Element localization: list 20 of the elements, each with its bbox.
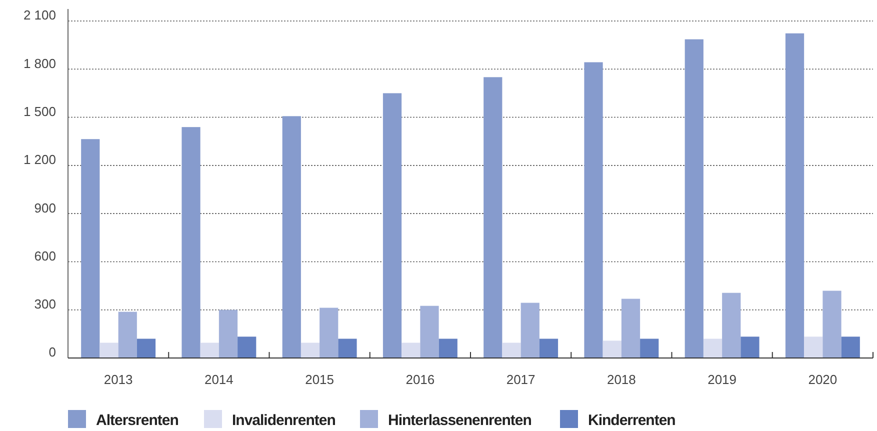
y-tick-label: 1 800 [23, 56, 56, 71]
y-tick-label: 2 100 [23, 8, 56, 23]
legend-label: Altersrenten [96, 412, 179, 429]
y-tick-label: 600 [34, 248, 56, 264]
y-tick-label: 1 500 [23, 104, 56, 119]
x-tick-label: 2019 [708, 372, 737, 387]
x-tick-label: 2015 [305, 372, 334, 387]
x-tick-label: 2017 [506, 372, 536, 387]
y-tick-label: 300 [34, 296, 56, 312]
y-tick-label: 0 [48, 344, 56, 360]
legend-label: Kinderrenten [588, 412, 676, 429]
legend-label: Hinterlassenenrenten [388, 412, 532, 429]
x-tick-label: 2014 [204, 372, 234, 387]
y-tick-label: 900 [34, 200, 56, 216]
x-tick-label: 2016 [406, 372, 435, 387]
y-tick-label: 1 200 [23, 152, 56, 168]
x-tick-label: 2013 [104, 372, 133, 387]
x-tick-label: 2018 [606, 372, 636, 387]
legend-label: Invalidenrenten [232, 412, 336, 429]
x-tick-label: 2020 [808, 372, 838, 387]
